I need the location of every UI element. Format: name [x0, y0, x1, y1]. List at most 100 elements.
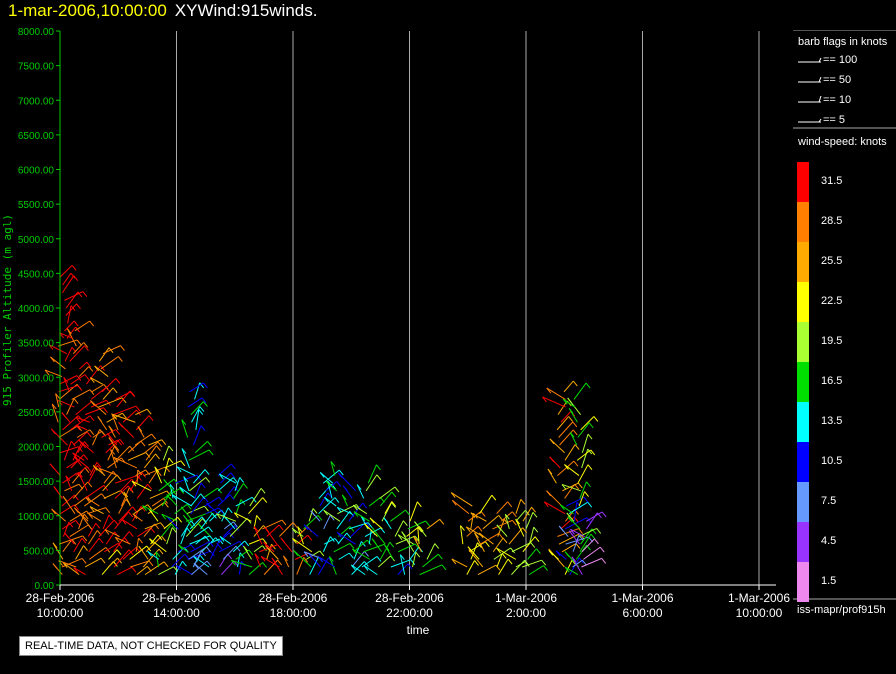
wind-barb-flag — [292, 522, 298, 528]
wind-barb — [579, 481, 587, 499]
wind-barb-flag — [307, 534, 313, 541]
wind-barb — [117, 566, 133, 576]
wind-barb-flag — [62, 562, 68, 568]
wind-barb — [122, 409, 137, 423]
wind-barb-flag — [107, 433, 112, 439]
wind-barb — [577, 464, 589, 484]
wind-barb-flag — [210, 511, 216, 518]
wind-barb — [62, 519, 76, 530]
wind-barb-flag — [206, 502, 211, 509]
wind-barb — [62, 415, 79, 431]
wind-barb — [88, 537, 100, 553]
wind-barb — [496, 501, 509, 515]
x-tick-date: 28-Feb-2006 — [26, 591, 95, 605]
wind-barb-flag — [81, 537, 87, 544]
wind-barb-flag — [548, 550, 554, 556]
wind-barb — [515, 510, 526, 522]
wind-barb-flag — [141, 472, 147, 478]
wind-barb — [564, 566, 579, 576]
wind-barb-flag — [402, 520, 408, 527]
wind-barb — [522, 506, 532, 522]
wind-barb — [102, 514, 110, 530]
wind-barb-flag — [150, 527, 156, 534]
wind-barb — [401, 531, 415, 553]
wind-barb — [254, 553, 261, 568]
wind-barb — [189, 477, 207, 492]
y-tick-label: 7500.00 — [18, 62, 55, 73]
wind-barb-flag — [55, 393, 60, 399]
wind-barb-flag — [555, 550, 561, 557]
wind-barb-flag — [209, 535, 215, 542]
wind-barb-flag — [62, 496, 68, 502]
wind-barb — [65, 475, 73, 491]
wind-barb-flag — [117, 439, 122, 446]
wind-barb-flag — [319, 550, 325, 557]
wind-barb — [190, 401, 204, 415]
wind-barb-flag — [114, 445, 120, 451]
wind-barb — [528, 527, 535, 545]
barb-flag-samples — [798, 57, 822, 123]
wind-barb-flag — [588, 422, 594, 429]
wind-barb — [118, 531, 130, 545]
wind-barb — [99, 467, 119, 477]
wind-barb — [200, 512, 213, 530]
wind-barb — [193, 562, 208, 575]
wind-barb — [64, 347, 73, 362]
wind-barb-flag — [585, 382, 591, 389]
wind-barb-flag — [49, 463, 55, 470]
speed-swatch — [797, 442, 809, 482]
wind-barb — [193, 425, 202, 446]
wind-barb — [62, 272, 72, 286]
wind-barb-flag — [474, 560, 479, 566]
wind-barb — [161, 523, 172, 537]
wind-barb-flag — [587, 433, 593, 440]
wind-barb — [237, 552, 241, 568]
wind-barb — [58, 399, 75, 408]
wind-barb-flag — [173, 478, 179, 485]
wind-barb — [115, 445, 131, 461]
wind-barb-flag — [177, 516, 183, 523]
wind-barb-flag — [568, 408, 574, 414]
wind-barb-flag — [478, 532, 484, 539]
wind-barb-flag — [234, 525, 239, 531]
wind-barb-flag — [495, 564, 501, 571]
wind-barb-flag — [89, 320, 95, 327]
wind-barb — [557, 460, 575, 476]
wind-barb-flag — [451, 499, 457, 506]
wind-barb — [189, 382, 204, 393]
wind-barb — [85, 497, 100, 507]
wind-barb — [137, 527, 151, 537]
wind-barb-flag — [336, 481, 342, 487]
wind-barb-flag — [92, 465, 98, 471]
wind-barb — [192, 550, 203, 568]
wind-barb — [48, 343, 67, 355]
wind-barb — [229, 518, 248, 537]
wind-barb-flag — [207, 441, 212, 447]
wind-barb — [248, 562, 263, 575]
wind-barb — [98, 347, 110, 362]
wind-barb — [218, 541, 240, 553]
wind-barb-flag — [73, 275, 79, 281]
wind-barb — [114, 511, 129, 530]
wind-barb — [296, 557, 305, 575]
wind-barb-flag — [148, 415, 154, 421]
wind-barb-flag — [323, 509, 329, 516]
wind-barb — [322, 536, 331, 552]
wind-barb — [149, 538, 167, 553]
wind-barb-flag — [127, 485, 133, 492]
wind-barb-flag — [65, 475, 71, 482]
wind-barb — [515, 518, 525, 537]
wind-barb — [195, 409, 200, 430]
wind-barb — [66, 460, 78, 469]
wind-barb — [122, 547, 137, 560]
wind-barb-flag — [281, 519, 287, 526]
x-tick-time: 10:00:00 — [736, 606, 783, 620]
wind-barb-flag — [349, 543, 355, 549]
wind-barb — [181, 419, 189, 438]
wind-barb — [409, 546, 420, 560]
wind-barb-flag — [380, 527, 386, 534]
wind-barb-flag — [172, 494, 178, 501]
wind-barb — [572, 535, 580, 552]
wind-barb-flag — [515, 518, 521, 525]
wind-barb — [205, 507, 220, 515]
